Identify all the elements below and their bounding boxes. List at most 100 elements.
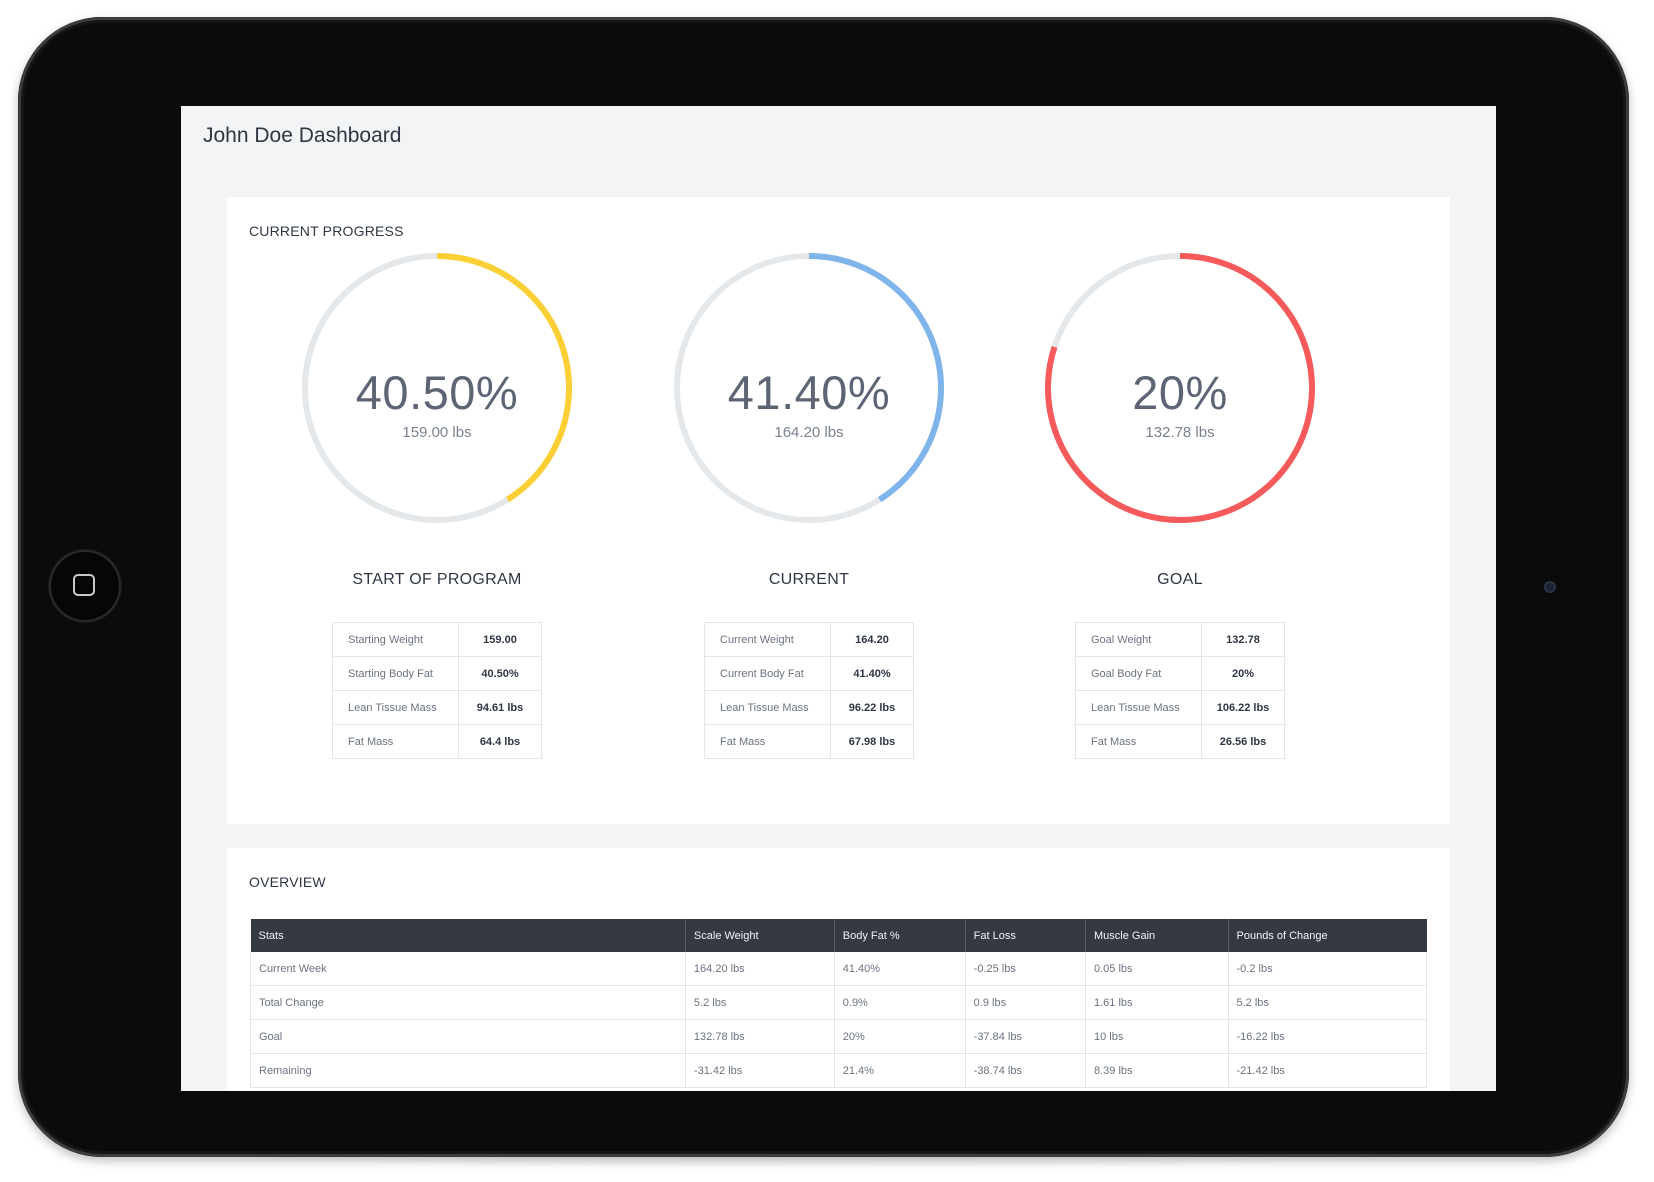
stat-key: Fat Mass xyxy=(332,724,459,759)
table-cell: 0.9 lbs xyxy=(965,985,1087,1020)
column-header: Body Fat % xyxy=(834,919,966,952)
table-row: Remaining -31.42 lbs 21.4% -38.74 lbs 8.… xyxy=(250,1053,1427,1088)
column-header: Muscle Gain xyxy=(1085,919,1229,952)
stats-row: Starting Body Fat 40.50% xyxy=(332,656,542,691)
stat-key: Fat Mass xyxy=(1075,724,1202,759)
current-progress-card: CURRENT PROGRESS 40.50% 159.00 lbs START… xyxy=(227,197,1450,824)
table-cell: 164.20 lbs xyxy=(685,952,835,986)
table-cell: 21.4% xyxy=(834,1053,966,1088)
stats-row: Lean Tissue Mass 96.22 lbs xyxy=(704,690,914,725)
stat-key: Goal Weight xyxy=(1075,622,1202,657)
table-cell: -0.2 lbs xyxy=(1228,952,1427,986)
table-cell: 1.61 lbs xyxy=(1085,985,1229,1020)
stat-value: 20% xyxy=(1201,656,1285,691)
stats-table: Current Weight 164.20 Current Body Fat 41.… xyxy=(704,622,914,759)
ring-arc xyxy=(302,253,572,523)
stats-row: Goal Body Fat 20% xyxy=(1075,656,1285,691)
ring-weight: 159.00 lbs xyxy=(402,424,472,441)
stats-row: Current Body Fat 41.40% xyxy=(704,656,914,691)
table-cell: Remaining xyxy=(250,1053,686,1088)
overview-card: OVERVIEW Stats Scale Weight Body Fat % F… xyxy=(227,848,1450,1091)
stat-key: Lean Tissue Mass xyxy=(704,690,831,725)
overview-header-row: Stats Scale Weight Body Fat % Fat Loss M… xyxy=(250,919,1427,952)
ring-percent: 20% xyxy=(1132,366,1228,419)
table-cell: 41.40% xyxy=(834,952,966,986)
table-cell: -38.74 lbs xyxy=(965,1053,1087,1088)
table-cell: Total Change xyxy=(250,985,686,1020)
stats-row: Fat Mass 67.98 lbs xyxy=(704,724,914,759)
stat-key: Starting Weight xyxy=(332,622,459,657)
ring-arc xyxy=(674,253,944,523)
stats-row: Fat Mass 26.56 lbs xyxy=(1075,724,1285,759)
table-cell: -0.25 lbs xyxy=(965,952,1087,986)
ring-current: 41.40% 164.20 lbs CURRENT Current Weight… xyxy=(659,197,959,759)
table-cell: 0.9% xyxy=(834,985,966,1020)
stat-value: 64.4 lbs xyxy=(479,735,521,748)
stat-key: Starting Body Fat xyxy=(332,656,459,691)
column-header: Fat Loss xyxy=(965,919,1087,952)
ring-percent: 40.50% xyxy=(355,366,519,419)
table-cell: -21.42 lbs xyxy=(1228,1053,1427,1088)
table-cell: 20% xyxy=(834,1019,966,1054)
stat-value: 132.78 xyxy=(1201,622,1285,657)
stat-value: 67.98 lbs xyxy=(848,735,896,748)
table-cell: 10 lbs xyxy=(1085,1019,1229,1054)
ring-arc xyxy=(1045,253,1315,523)
stat-value: 96.22 lbs xyxy=(830,690,914,725)
table-cell: 8.39 lbs xyxy=(1085,1053,1229,1088)
column-header: Scale Weight xyxy=(685,919,835,952)
home-button-icon xyxy=(73,574,95,596)
table-cell: -31.42 lbs xyxy=(685,1053,835,1088)
stat-value: 159.00 xyxy=(458,622,542,657)
stats-row: Goal Weight 132.78 xyxy=(1075,622,1285,657)
table-row: Current Week 164.20 lbs 41.40% -0.25 lbs… xyxy=(250,952,1427,986)
home-button[interactable] xyxy=(49,550,121,622)
stat-key: Fat Mass xyxy=(704,724,831,759)
table-cell: 5.2 lbs xyxy=(1228,985,1427,1020)
ring-percent: 41.40% xyxy=(727,366,891,419)
overview-title: OVERVIEW xyxy=(249,874,326,890)
table-cell: 0.05 lbs xyxy=(1085,952,1229,986)
table-cell: Goal xyxy=(250,1019,686,1054)
table-cell: Current Week xyxy=(250,952,686,986)
stats-row: Starting Weight 159.00 xyxy=(332,622,542,657)
stats-table: Goal Weight 132.78 Goal Body Fat 20% Lean … xyxy=(1075,622,1285,759)
table-cell: -16.22 lbs xyxy=(1228,1019,1427,1054)
table-cell: 5.2 lbs xyxy=(685,985,835,1020)
stat-value: 164.20 xyxy=(830,622,914,657)
table-cell: 132.78 lbs xyxy=(685,1019,835,1054)
progress-ring xyxy=(1045,253,1315,523)
table-cell: -37.84 lbs xyxy=(965,1019,1087,1054)
ring-weight: 164.20 lbs xyxy=(774,424,844,441)
table-row: Total Change 5.2 lbs 0.9% 0.9 lbs 1.61 l… xyxy=(250,985,1427,1020)
stat-value: 94.61 lbs xyxy=(458,690,542,725)
column-header: Pounds of Change xyxy=(1228,919,1427,952)
ring-label: CURRENT xyxy=(768,571,850,588)
stats-table: Starting Weight 159.00 Starting Body Fat 4… xyxy=(332,622,542,759)
stat-key: Current Body Fat xyxy=(704,656,831,691)
progress-ring xyxy=(674,253,944,523)
tablet-frame: John Doe Dashboard CURRENT PROGRESS 40.5… xyxy=(18,17,1629,1157)
ring-weight: 132.78 lbs xyxy=(1145,424,1215,441)
page-title: John Doe Dashboard xyxy=(203,124,402,147)
stat-key: Lean Tissue Mass xyxy=(1075,690,1202,725)
stat-value: 106.22 lbs xyxy=(1201,690,1285,725)
table-row: Goal 132.78 lbs 20% -37.84 lbs 10 lbs -1… xyxy=(250,1019,1427,1054)
dashboard-screen: John Doe Dashboard CURRENT PROGRESS 40.5… xyxy=(181,106,1496,1091)
stats-row: Lean Tissue Mass 106.22 lbs xyxy=(1075,690,1285,725)
stats-row: Current Weight 164.20 xyxy=(704,622,914,657)
stat-value: 41.40% xyxy=(830,656,914,691)
stat-key: Current Weight xyxy=(704,622,831,657)
stat-value: 26.56 lbs xyxy=(1219,735,1267,748)
column-header: Stats xyxy=(250,919,686,952)
camera-icon xyxy=(1544,581,1556,593)
stat-key: Lean Tissue Mass xyxy=(332,690,459,725)
stats-row: Lean Tissue Mass 94.61 lbs xyxy=(332,690,542,725)
progress-ring xyxy=(302,253,572,523)
stats-row: Fat Mass 64.4 lbs xyxy=(332,724,542,759)
ring-label: GOAL xyxy=(1157,571,1203,588)
ring-start-of-program: 40.50% 159.00 lbs START OF PROGRAM Start… xyxy=(287,197,587,759)
stat-key: Goal Body Fat xyxy=(1075,656,1202,691)
ring-label: START OF PROGRAM xyxy=(352,571,522,588)
overview-table: Stats Scale Weight Body Fat % Fat Loss M… xyxy=(250,919,1427,1088)
